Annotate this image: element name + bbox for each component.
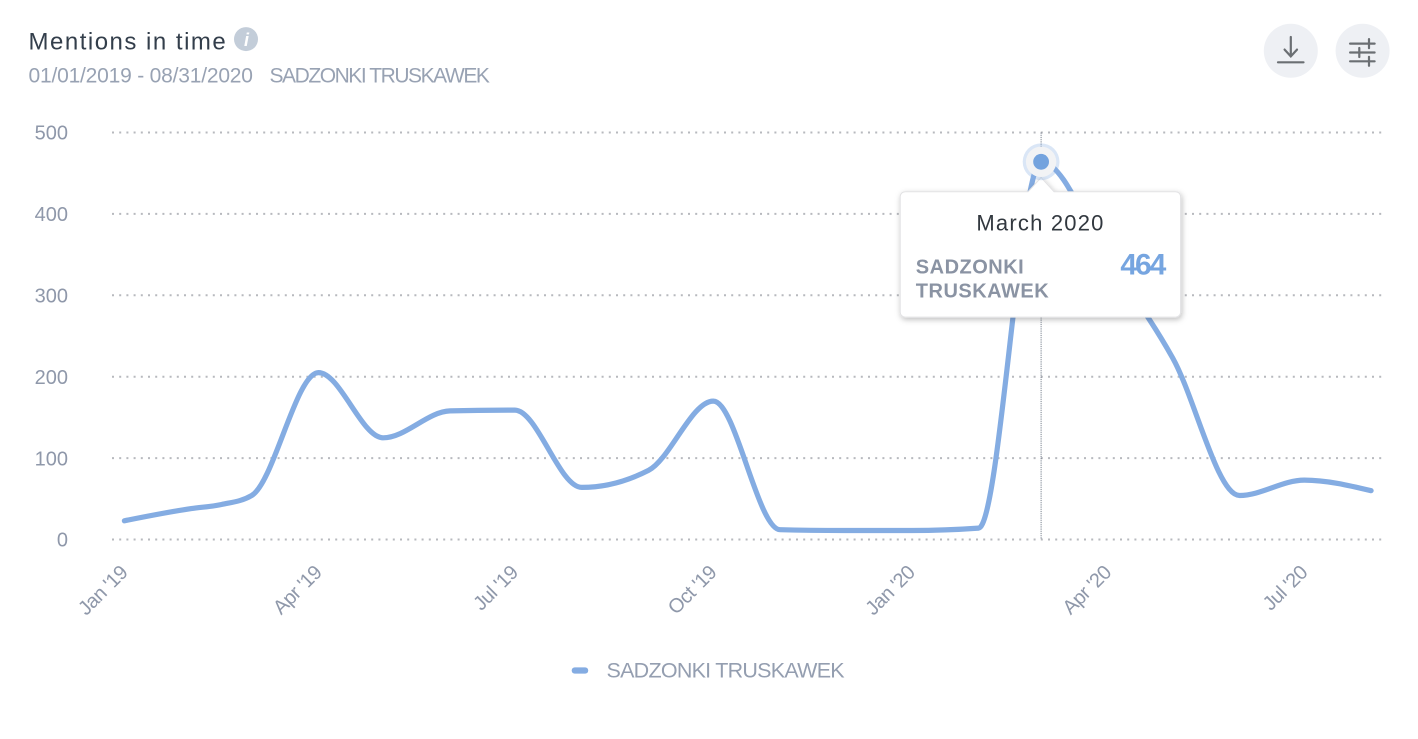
svg-text:SADZONKI TRUSKAWEK: SADZONKI TRUSKAWEK (270, 65, 490, 88)
svg-text:464: 464 (1120, 249, 1166, 282)
svg-text:Mentions in time: Mentions in time (29, 28, 228, 55)
svg-text:0: 0 (57, 530, 68, 552)
svg-text:400: 400 (35, 204, 68, 226)
svg-text:SADZONKI: SADZONKI (916, 256, 1024, 278)
svg-text:SADZONKI TRUSKAWEK: SADZONKI TRUSKAWEK (607, 659, 846, 683)
svg-text:200: 200 (35, 367, 68, 389)
svg-text:300: 300 (35, 286, 68, 308)
svg-text:March 2020: March 2020 (976, 210, 1104, 235)
svg-text:500: 500 (35, 123, 68, 145)
svg-text:01/01/2019 - 08/31/2020: 01/01/2019 - 08/31/2020 (29, 65, 253, 88)
svg-text:TRUSKAWEK: TRUSKAWEK (916, 280, 1049, 302)
svg-text:i: i (244, 30, 250, 50)
svg-text:100: 100 (35, 448, 68, 470)
